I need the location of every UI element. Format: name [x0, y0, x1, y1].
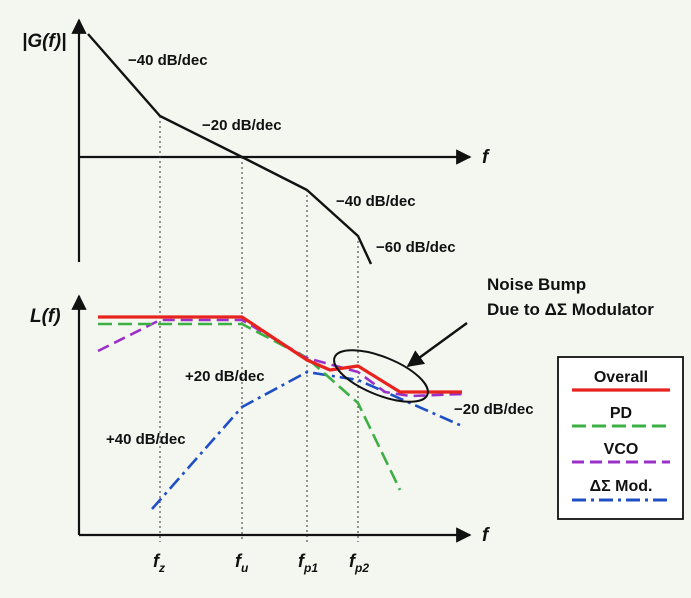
tick-fz-base: f [153, 551, 161, 571]
legend: Overall PD VCO ΔΣ Mod. [557, 356, 684, 520]
vco-noise-curve [97, 318, 463, 398]
bottom-x-axis-label: f [482, 525, 490, 546]
slope-label-minus40-first: −40 dB/dec [128, 52, 208, 69]
top-x-axis-label: f [482, 147, 490, 168]
loop-gain-curve [87, 33, 373, 265]
pd-noise-curve [98, 322, 402, 491]
slope-label-plus20: +20 dB/dec [185, 368, 265, 385]
tick-fp2: fp2 [349, 551, 369, 575]
slope-label-minus40-second: −40 dB/dec [336, 193, 416, 210]
overall-noise-curve [98, 315, 462, 394]
legend-label-dsm: ΔΣ Mod. [590, 478, 653, 495]
tick-fp1-base: f [298, 551, 306, 571]
annotation-line1: Noise Bump [487, 275, 586, 294]
legend-label-pd: PD [610, 405, 632, 422]
noise-bump-ellipse [333, 349, 429, 403]
corner-frequency-guides [159, 116, 359, 542]
tick-fu-sub: u [241, 561, 249, 575]
annotation-line2: Due to ΔΣ Modulator [487, 300, 654, 319]
tick-fu: fu [235, 551, 249, 575]
top-y-axis-label: |G(f)| [22, 31, 66, 52]
slope-label-minus60: −60 dB/dec [376, 239, 456, 256]
slope-label-minus20: −20 dB/dec [202, 117, 282, 134]
legend-label-vco: VCO [604, 441, 639, 458]
slope-label-plus40: +40 dB/dec [106, 431, 186, 448]
frequency-tick-labels: fz fu fp1 fp2 [153, 551, 369, 575]
tick-fp1-sub: p1 [303, 561, 318, 575]
dsm-noise-curve [151, 370, 463, 510]
bottom-y-axis-label: L(f) [30, 306, 61, 327]
legend-label-overall: Overall [594, 369, 648, 386]
tick-fp1: fp1 [298, 551, 318, 575]
tick-fu-base: f [235, 551, 243, 571]
slope-label-minus20-bottom: −20 dB/dec [454, 401, 534, 418]
legend-box [557, 356, 684, 520]
noise-bump-arrow [406, 322, 468, 367]
tick-fz: fz [153, 551, 165, 575]
bottom-plot: L(f) f Noise Bump Due to ΔΣ Modulator +2… [30, 275, 654, 546]
tick-fz-sub: z [158, 561, 165, 575]
tick-fp2-sub: p2 [354, 561, 369, 575]
tick-fp2-base: f [349, 551, 357, 571]
top-plot: |G(f)| f −40 dB/dec −20 dB/dec −40 dB/de… [22, 18, 490, 265]
